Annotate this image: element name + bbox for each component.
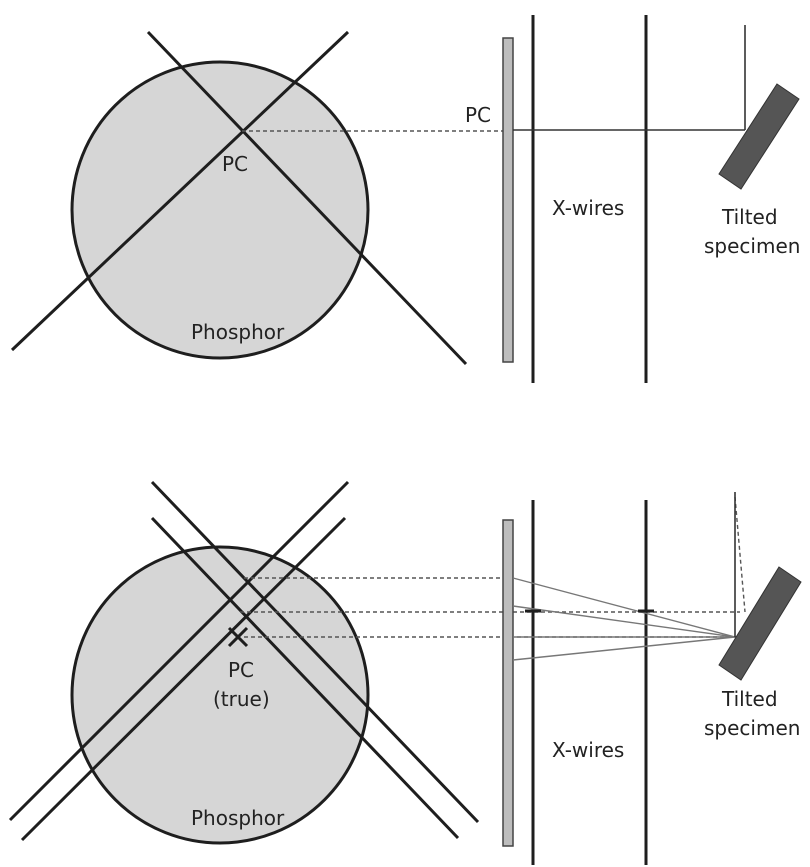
bottom-specimen-label-line1: Tilted <box>721 687 778 711</box>
bottom-wire-shadow-2a <box>8 480 350 822</box>
bottom-dashed-vertical-line <box>734 496 746 613</box>
bottom-ray-4 <box>512 636 736 661</box>
bottom-pc-label-line1: PC <box>228 658 254 682</box>
bottom-phosphor-screen-edge <box>502 519 514 847</box>
bottom-phosphor-circle <box>70 545 370 845</box>
bottom-wire-shadow-1b <box>150 516 460 840</box>
top-x-wires-label: X-wires <box>552 196 624 220</box>
bottom-phosphor-label: Phosphor <box>191 806 285 830</box>
top-panel: PC PC Phosphor X-wires Tilted specimen <box>10 15 800 383</box>
bottom-x-wires-label: X-wires <box>552 738 624 762</box>
bottom-ray-2 <box>512 605 736 638</box>
bottom-true-pc-cross-b <box>227 626 249 648</box>
bottom-panel: PC (true) Phosphor X-wires Tilted specim… <box>8 480 802 865</box>
bottom-ray-1 <box>512 577 736 638</box>
bottom-wire-shadow-2b <box>20 516 347 842</box>
bottom-tilted-specimen <box>718 566 802 681</box>
top-wire-shadow-2 <box>10 30 350 352</box>
bottom-specimen-label-line2: specimen <box>704 716 800 740</box>
top-phosphor-label: Phosphor <box>191 320 285 344</box>
top-wire-shadow-1 <box>146 30 468 366</box>
bottom-wire-shadow-1a <box>150 480 480 824</box>
bottom-pc-label-line2: (true) <box>213 687 270 711</box>
top-pc-screen-label: PC <box>465 103 491 127</box>
top-specimen-label-line2: specimen <box>704 234 800 258</box>
top-phosphor-screen-edge <box>502 37 514 363</box>
top-tilted-specimen <box>718 83 800 190</box>
top-phosphor-circle <box>70 60 370 360</box>
top-specimen-label-line1: Tilted <box>721 205 778 229</box>
top-pc-label: PC <box>222 152 248 176</box>
